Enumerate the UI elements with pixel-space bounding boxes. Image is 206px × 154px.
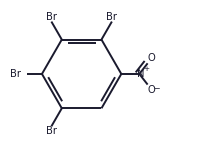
Text: +: +: [143, 66, 149, 72]
Text: O: O: [148, 53, 156, 63]
Text: Br: Br: [10, 69, 21, 79]
Text: Br: Br: [106, 12, 117, 22]
Text: Br: Br: [46, 126, 57, 136]
Text: −: −: [153, 84, 160, 93]
Text: O: O: [148, 85, 156, 95]
Text: Br: Br: [46, 12, 57, 22]
Text: N: N: [137, 69, 144, 79]
